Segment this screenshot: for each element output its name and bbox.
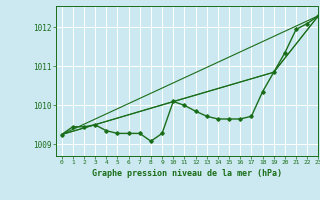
X-axis label: Graphe pression niveau de la mer (hPa): Graphe pression niveau de la mer (hPa) bbox=[92, 169, 282, 178]
